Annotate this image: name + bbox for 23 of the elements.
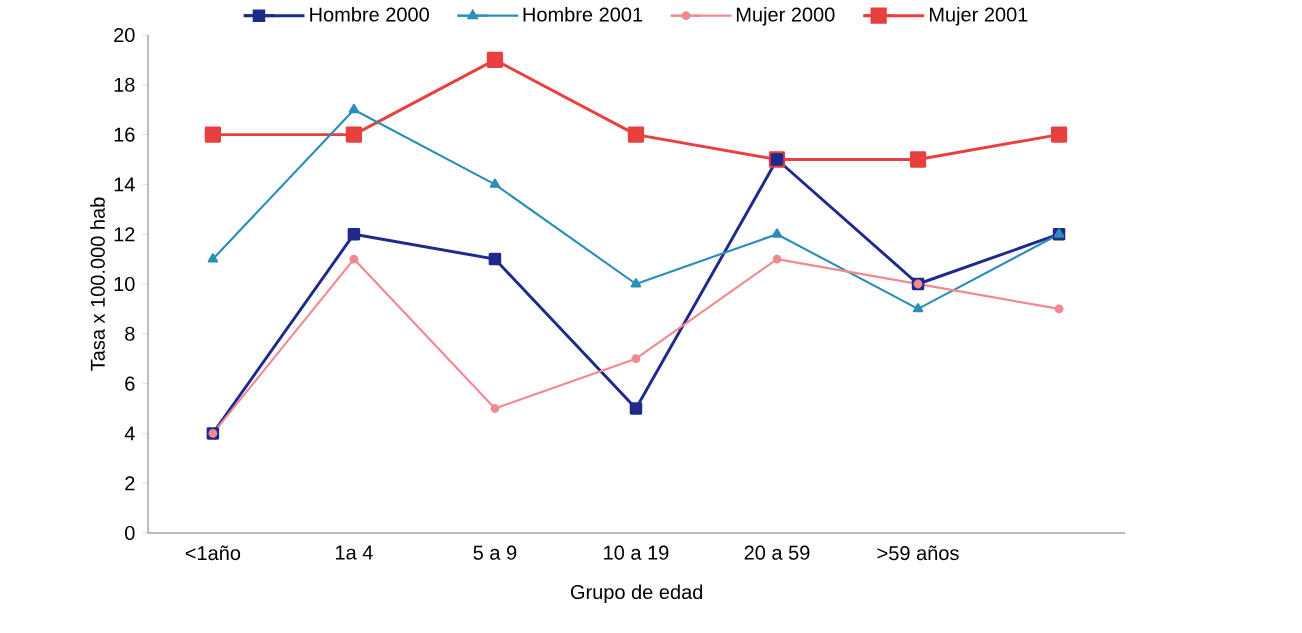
x-tick-label: 10 a 19 bbox=[604, 545, 669, 560]
legend-label: Hombre 2001 bbox=[523, 6, 643, 22]
x-tick-label: 1a 4 bbox=[335, 545, 373, 560]
y-axis-title: Tasa x 100.000 hab bbox=[90, 197, 105, 371]
legend-label: Mujer 2001 bbox=[929, 6, 1028, 26]
y-tick-label: 12 bbox=[114, 227, 135, 242]
y-tick-label: 8 bbox=[125, 326, 135, 341]
y-tick-label: 16 bbox=[114, 127, 135, 142]
x-axis-title: Grupo de edad bbox=[570, 584, 703, 604]
legend-label: Mujer 2000 bbox=[736, 6, 835, 26]
y-tick-label: 20 bbox=[114, 27, 135, 43]
y-tick-label: 0 bbox=[125, 525, 135, 541]
y-tick-label: 14 bbox=[114, 177, 135, 192]
x-tick-label: 20 a 59 bbox=[744, 545, 810, 560]
y-tick-label: 6 bbox=[125, 376, 135, 391]
y-tick-label: 10 bbox=[114, 276, 135, 292]
legend-label: Hombre 2000 bbox=[310, 6, 429, 22]
x-tick-label: <1año bbox=[185, 545, 241, 561]
y-tick-label: 4 bbox=[124, 426, 135, 441]
x-tick-label: 5 a 9 bbox=[473, 545, 517, 560]
x-tick-label: >59 años bbox=[877, 545, 959, 561]
y-tick-label: 2 bbox=[125, 476, 135, 491]
y-tick-label: 18 bbox=[114, 77, 135, 92]
